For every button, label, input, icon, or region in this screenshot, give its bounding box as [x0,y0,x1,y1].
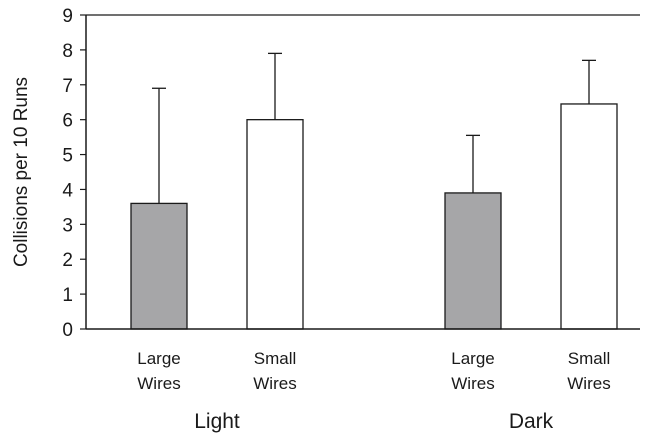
y-tick-label: 6 [62,111,73,132]
bars [130,103,618,330]
category-label: Large Wires [137,349,180,393]
x-axis: Large Wires Small Wires Light Large Wires Small… [86,328,640,433]
y-tick-label: 2 [62,250,73,271]
y-axis-label: Collisions per 10 Runs [11,77,32,267]
group-label: Dark [509,410,554,433]
category-label: Large Wires [451,349,494,393]
y-tick-label: 0 [62,320,73,341]
y-tick-label: 3 [62,215,73,236]
bar [560,103,618,330]
y-tick-label: 4 [62,180,73,201]
group-label: Light [194,410,240,433]
y-tick-label: 8 [62,41,73,62]
y-tick-label: 5 [62,146,73,167]
category-label: Small Wires [567,349,610,393]
y-tick-label: 7 [62,76,73,97]
y-axis: 0 1 2 3 4 5 6 7 8 9 [62,6,640,341]
bar [444,192,502,330]
category-label: Small Wires [253,349,296,393]
y-tick-label: 9 [62,6,73,27]
bar [130,202,188,330]
bar [246,119,304,330]
y-tick-label: 1 [62,285,73,306]
error-bars [152,52,596,204]
